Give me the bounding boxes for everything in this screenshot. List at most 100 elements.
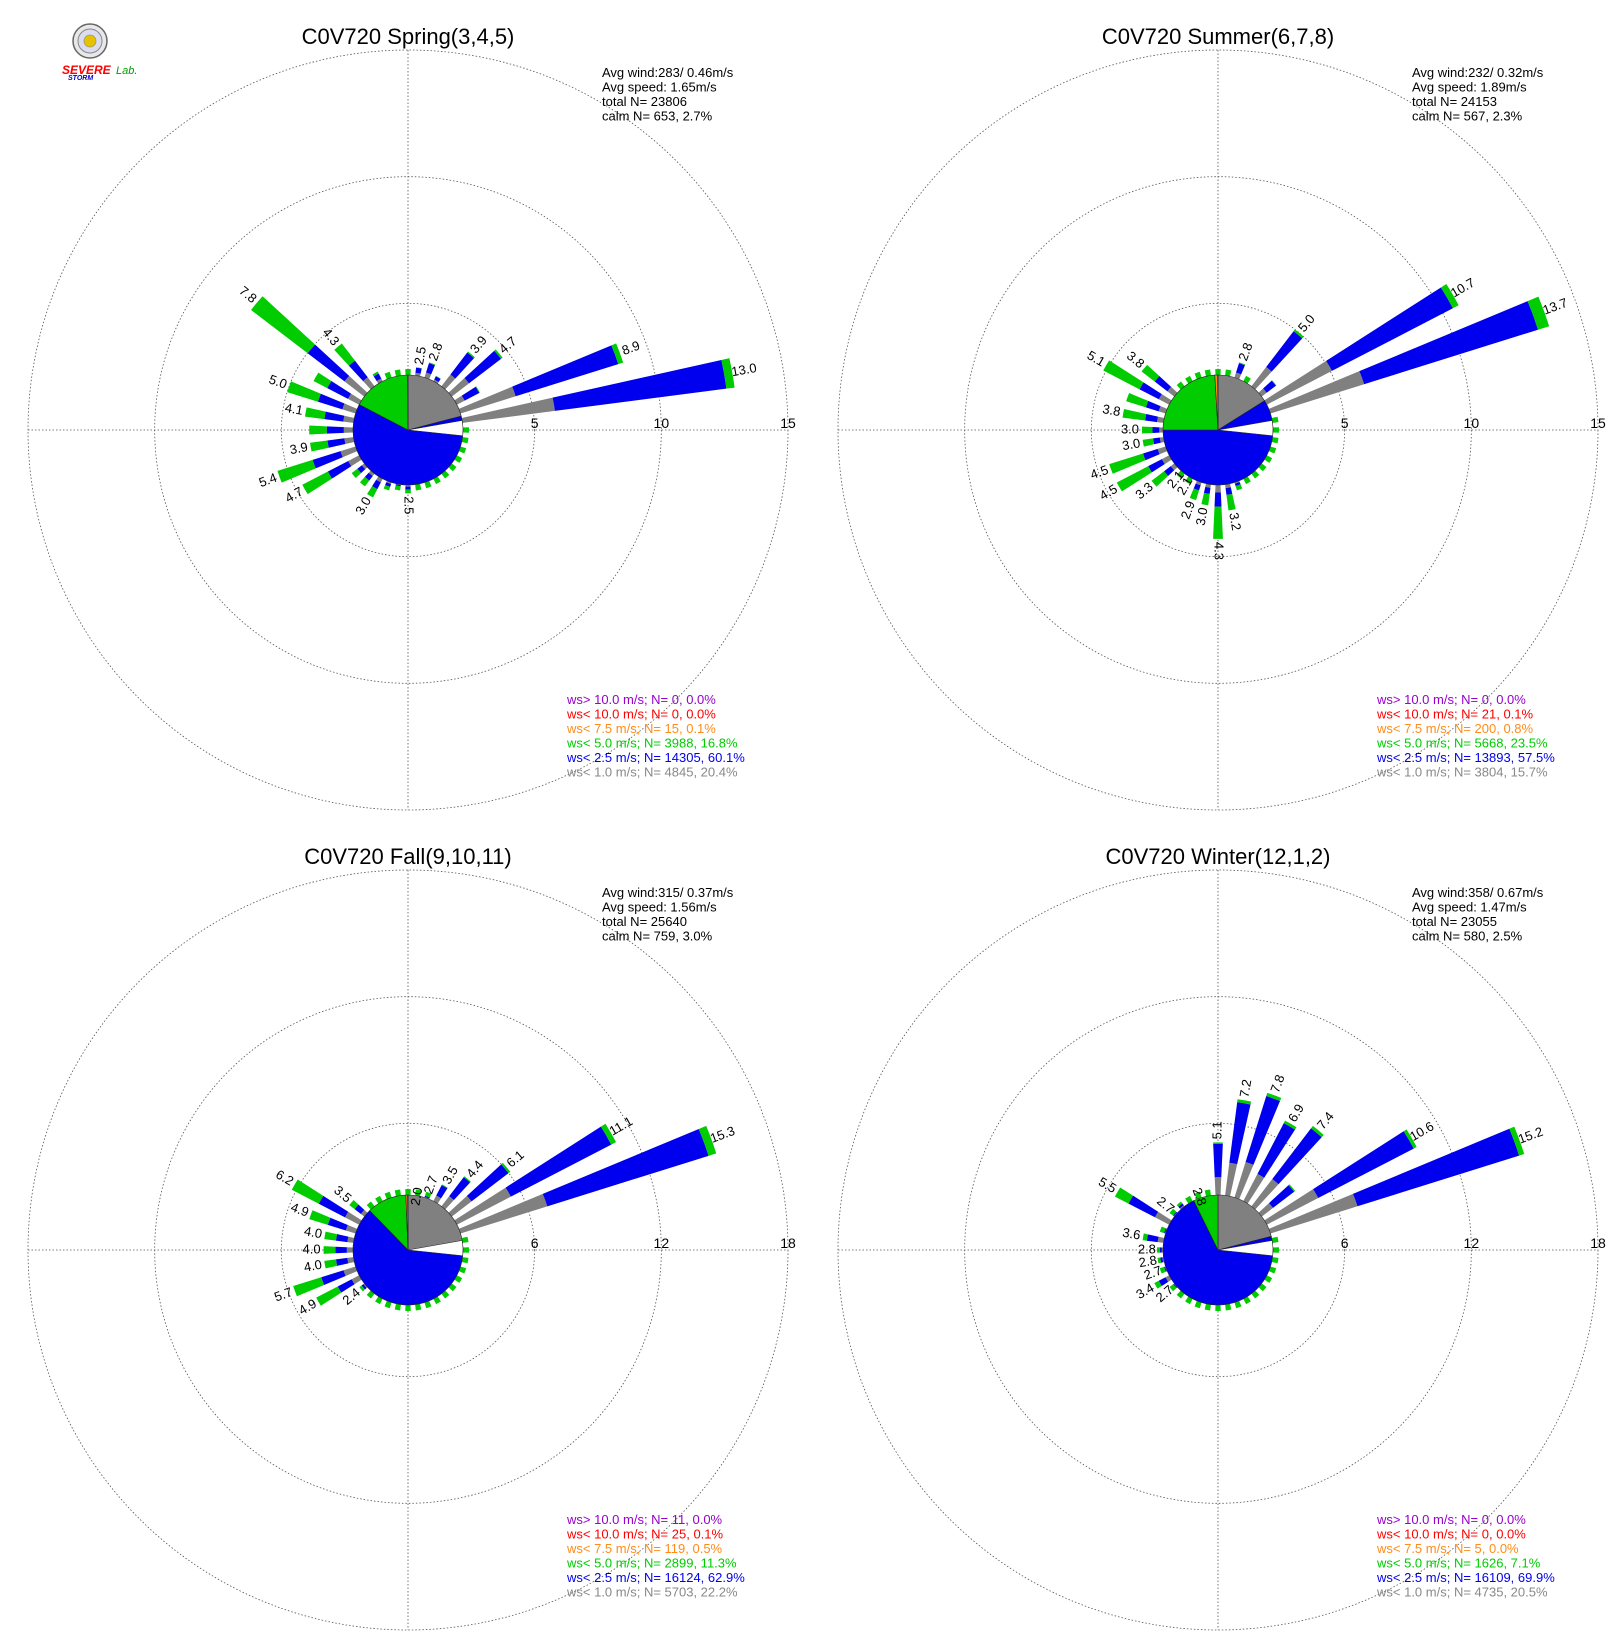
bar-segment-lt1 bbox=[1234, 372, 1242, 380]
bar-value-label: 2.5 bbox=[411, 345, 429, 365]
bar-segment-lt5 bbox=[384, 1300, 392, 1309]
legend-entry: ws> 10.0 m/s; N= 11, 0.0% bbox=[566, 1512, 723, 1527]
bar-segment-lt2_5 bbox=[348, 360, 368, 382]
pie-slice bbox=[1217, 1194, 1272, 1251]
stat-line: Avg wind:232/ 0.32m/s bbox=[1412, 65, 1544, 80]
bar-segment-lt5 bbox=[458, 446, 467, 454]
bar-segment-lt5 bbox=[1126, 393, 1149, 408]
bar-segment-lt5 bbox=[383, 485, 391, 491]
legend-entry: ws< 1.0 m/s; N= 4735, 20.5% bbox=[1376, 1585, 1548, 1600]
bar-segment-lt5 bbox=[1238, 362, 1246, 366]
bar-segment-lt1 bbox=[458, 386, 516, 414]
bar-segment-lt1 bbox=[343, 427, 354, 433]
stat-line: Avg speed: 1.89m/s bbox=[1412, 80, 1527, 95]
legend-entry: ws< 5.0 m/s; N= 5668, 23.5% bbox=[1376, 736, 1548, 751]
bar-segment-lt1 bbox=[1225, 1162, 1238, 1197]
bar-segment-lt5 bbox=[384, 1191, 392, 1200]
bar-segment-lt2_5 bbox=[542, 1128, 709, 1207]
bar-segment-lt5 bbox=[394, 1303, 401, 1311]
bar-segment-lt1 bbox=[343, 415, 355, 423]
bar-segment-lt5 bbox=[1403, 1129, 1417, 1149]
bar-segment-lt5 bbox=[405, 1189, 411, 1196]
windrose-panel-3: C0V720 Winter(12,1,2) 6 12 18 5.1 7.2 7.8 6.9 7.… bbox=[837, 844, 1606, 1631]
stat-line: total N= 23806 bbox=[602, 94, 687, 109]
bar-segment-lt1 bbox=[346, 1247, 354, 1253]
bar-value-label: 4.3 bbox=[320, 325, 343, 348]
bar-segment-lt5 bbox=[1268, 1266, 1277, 1274]
bar-segment-lt1 bbox=[448, 378, 469, 397]
stat-line: calm N= 567, 2.3% bbox=[1412, 109, 1523, 124]
bar-segment-lt2_5 bbox=[321, 1270, 346, 1285]
bar-segment-lt5 bbox=[1201, 492, 1210, 506]
bar-value-label: 3.0 bbox=[1121, 421, 1139, 436]
stat-line: Avg wind:315/ 0.37m/s bbox=[602, 885, 734, 900]
ring-label: 18 bbox=[1590, 1235, 1606, 1251]
bar-value-label: 3.5 bbox=[331, 1182, 354, 1205]
bar-value-label: 3.8 bbox=[1101, 401, 1121, 419]
chart-title: C0V720 Winter(12,1,2) bbox=[1106, 844, 1331, 869]
bar-segment-lt5 bbox=[1189, 488, 1200, 501]
bar-segment-lt2_5 bbox=[324, 411, 345, 422]
bar-segment-lt2_5 bbox=[512, 345, 619, 397]
logo-text-lab: Lab. bbox=[116, 65, 137, 77]
bar-segment-lt2_5 bbox=[1352, 1128, 1520, 1207]
bar-value-label: 15.2 bbox=[1516, 1124, 1545, 1147]
bar-segment-lt1 bbox=[386, 480, 392, 485]
bar-segment-lt5 bbox=[1509, 1126, 1525, 1156]
bar-segment-lt5 bbox=[1151, 471, 1169, 487]
bar-value-label: 4.0 bbox=[303, 1257, 323, 1275]
bar-segment-lt2_5 bbox=[1326, 287, 1453, 371]
bar-segment-lt1 bbox=[1258, 1203, 1274, 1217]
bar-value-label: 5.5 bbox=[1096, 1174, 1119, 1196]
bar-segment-lt5 bbox=[309, 425, 327, 435]
bar-segment-lt2_5 bbox=[1128, 1195, 1159, 1218]
bar-segment-lt2_5 bbox=[424, 1195, 430, 1199]
bar-segment-lt2_5 bbox=[1153, 437, 1161, 445]
bar-segment-lt1 bbox=[441, 1196, 454, 1210]
bar-value-label: 6.1 bbox=[503, 1147, 526, 1170]
bar-segment-lt5 bbox=[405, 369, 411, 376]
bar-segment-lt5 bbox=[1204, 1303, 1211, 1311]
stat-line: total N= 23055 bbox=[1412, 914, 1497, 929]
windrose-panel-2: C0V720 Fall(9,10,11)6 12 182.02.73.5 4.4 6.1… bbox=[27, 844, 796, 1631]
bar-segment-lt5 bbox=[1157, 1257, 1162, 1264]
legend-entry: ws< 10.0 m/s; N= 0, 0.0% bbox=[566, 707, 716, 722]
bar-segment-lt2_5 bbox=[449, 1177, 471, 1201]
bar-segment-lt2_5 bbox=[312, 451, 343, 469]
bar-segment-lt5 bbox=[1109, 453, 1146, 474]
bar-segment-lt2_5 bbox=[1148, 459, 1165, 473]
bar-segment-lt2_5 bbox=[307, 344, 350, 382]
bar-segment-lt5 bbox=[1271, 380, 1277, 386]
bar-segment-lt1 bbox=[351, 1275, 362, 1285]
bar-segment-lt5 bbox=[310, 440, 329, 452]
bar-segment-lt1 bbox=[1157, 446, 1168, 455]
bar-segment-lt5 bbox=[1271, 1257, 1279, 1264]
bar-segment-lt1 bbox=[1154, 1211, 1172, 1225]
pie-slice bbox=[358, 374, 409, 431]
bar-segment-lt2_5 bbox=[1229, 1102, 1251, 1165]
bar-segment-lt2_5 bbox=[354, 1204, 365, 1214]
bar-segment-lt2_5 bbox=[317, 393, 345, 410]
center-pie bbox=[1162, 374, 1274, 486]
bar-segment-lt5 bbox=[384, 371, 392, 380]
bar-segment-lt5 bbox=[424, 480, 432, 489]
bar-value-label: 5.0 bbox=[267, 371, 289, 391]
bar-segment-lt2_5 bbox=[372, 479, 381, 490]
bar-segment-lt1 bbox=[368, 470, 375, 477]
bar-segment-lt5 bbox=[1159, 1266, 1166, 1274]
bar-segment-lt2_5 bbox=[1225, 487, 1233, 495]
bar-segment-lt5 bbox=[316, 1286, 342, 1306]
bar-value-label: 8.9 bbox=[620, 338, 642, 358]
bar-segment-lt2_5 bbox=[1203, 486, 1211, 494]
legend-entry: ws< 5.0 m/s; N= 3988, 16.8% bbox=[566, 736, 738, 751]
bar-segment-lt2_5 bbox=[1359, 301, 1539, 385]
bar-segment-lt5 bbox=[1264, 1275, 1273, 1283]
bar-segment-lt5 bbox=[424, 1300, 432, 1309]
bar-segment-lt5 bbox=[1122, 409, 1147, 421]
bar-segment-lt1 bbox=[1159, 437, 1165, 443]
ring-label: 10 bbox=[1464, 415, 1480, 431]
bar-segment-lt5 bbox=[1243, 476, 1251, 485]
bar-segment-lt1 bbox=[361, 463, 368, 470]
bar-value-label: 3.9 bbox=[467, 333, 490, 356]
bar-value-label: 4.5 bbox=[1088, 462, 1110, 482]
